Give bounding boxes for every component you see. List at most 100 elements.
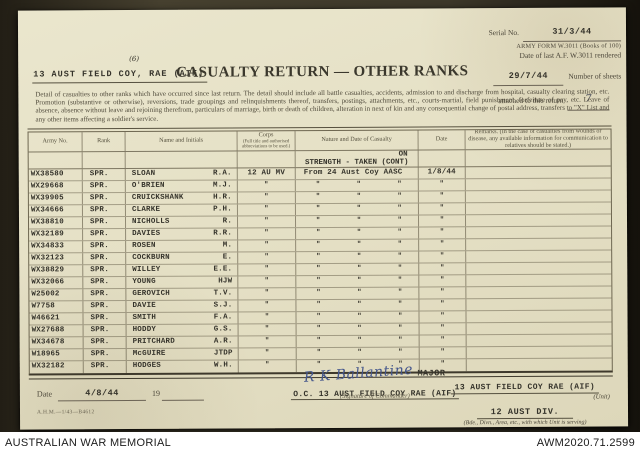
ditto-mark: " [440,336,445,345]
rank-cell: SPR. [83,253,127,265]
formation-caption: (Bde., Divn., Area, etc., with which Uni… [463,419,587,427]
archive-institution: AUSTRALIAN WAR MEMORIAL [5,436,172,449]
col-header-army-no: Army No. [28,132,83,152]
initials: JTDP [213,349,233,358]
ditto-mark: " [356,192,362,201]
ditto-mark: " [315,181,321,190]
surname: HODGES [132,361,162,370]
corps-cell: " [238,288,297,300]
ditto-mark: " [440,348,445,357]
ditto-mark: " [440,276,445,285]
ditto-mark: " [397,264,403,273]
date-cell: " [419,251,467,263]
casualty-table: Army No. Rank Name and Initials Corps (F… [27,128,613,376]
initials: F.A. [213,313,233,322]
nature-cell: " " " [296,311,420,324]
ditto-mark: " [356,228,362,237]
ditto-mark: " [264,349,270,358]
remarks-cell [466,250,611,262]
col-header-date: Date [418,130,466,150]
corps-cell: " [237,204,296,216]
ditto-mark: " [356,252,362,261]
corps-sublabel: (Full title and authorised abbreviations… [242,138,291,150]
rank-cell: SPR. [83,325,127,337]
footer-date-line: Date 4/8/44 19 [37,381,205,402]
name-cell: McGUIRE JTDP [126,348,239,361]
ditto-mark: " [440,324,445,333]
army-no-cell: WX34678 [29,337,84,349]
ditto-mark: " [397,180,402,189]
ditto-mark: " [397,228,403,237]
remarks-cell [466,214,611,226]
ditto-mark: " [357,300,362,309]
surname: COCKBURN [132,253,170,262]
remarks-cell [467,334,612,346]
nature-cell: " " " [295,203,419,216]
remarks-cell [467,346,612,358]
army-no-cell: WX38810 [28,217,84,229]
date-cell: " [419,227,467,239]
serial-line: Serial No. 31/3/44 [406,17,622,43]
nature-cell: From 24 Aust Coy AASC [295,167,419,180]
rank-cell: SPR. [82,169,126,181]
corps-cell: " [238,312,297,324]
corps-cell: " [238,240,297,252]
corps-cell: " [238,324,297,336]
surname: CRUICKSHANK [131,193,184,203]
name-cell: CLARKE P.H. [125,204,238,217]
nature-cell: " " " [296,347,420,360]
date-cell: " [419,335,467,347]
ditto-mark: " [264,265,269,274]
rank-cell: SPR. [83,229,127,241]
band-empty-army [28,152,83,169]
ditto-mark: " [316,289,321,298]
date-cell: " [418,191,466,203]
serial-value: 31/3/44 [552,26,592,37]
army-no-cell: WX38580 [28,169,83,181]
remarks-cell [467,322,612,334]
army-no-cell: WX34666 [28,205,83,217]
name-cell: DAVIES R.R. [126,228,239,241]
ditto-mark: " [264,217,269,226]
name-cell: O'BRIEN M.J. [125,180,238,193]
ditto-mark: " [316,265,321,274]
corps-cell: " [237,180,296,192]
surname: SMITH [132,313,157,322]
ditto-mark: " [315,205,321,214]
ditto-mark: " [397,240,403,249]
name-cell: SMITH F.A. [126,312,239,325]
col-header-nature: Nature and Date of Casualty [295,130,419,151]
ditto-mark: " [315,193,321,202]
army-no-cell: W18965 [29,349,84,361]
ditto-mark: " [357,324,362,333]
date-cell: " [418,203,466,215]
initials: P.H. [213,205,232,214]
ditto-mark: " [357,348,362,357]
band-empty-name [125,151,238,169]
date-cell: " [418,215,467,227]
ditto-mark: " [316,337,322,346]
remarks-cell [466,226,611,238]
ditto-mark: " [316,325,322,334]
corps-cell: " [237,216,297,228]
commander-signature: R K Ballantine [303,361,414,386]
ditto-mark: " [397,288,403,297]
remarks-cell [466,262,611,274]
corps-cell: " [238,348,297,360]
archive-accession-number: AWM2020.71.2599 [536,436,635,449]
remarks-cell [466,286,611,298]
ditto-mark: " [398,324,403,333]
section-heading-cell: ON STRENGTH - TAKEN (CONT) [295,150,419,168]
ditto-mark: " [264,241,269,250]
nature-cell: " " " [295,179,419,192]
date-cell: " [419,311,467,323]
ditto-mark: " [439,180,445,189]
army-no-cell: WX39905 [28,193,83,205]
form-reference-number: A.H.M.—1/43—B4612 [36,409,95,416]
ditto-mark: " [264,277,270,286]
initials: R.A. [212,169,232,178]
ditto-mark: " [398,336,403,345]
surname: SLOAN [131,169,156,179]
nature-cell: " " " [296,323,420,336]
name-cell: YOUNG HJW [126,276,239,289]
